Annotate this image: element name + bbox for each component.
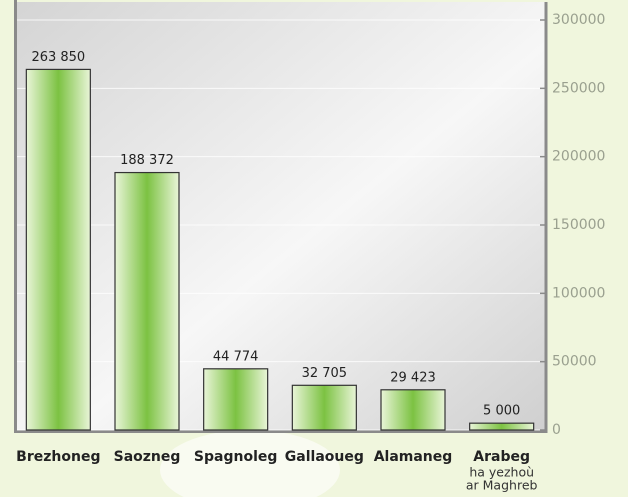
plot-area [14,2,547,432]
x-tick-label: Gallaoueg [285,449,364,465]
y-tick-label: 150000 [552,217,605,233]
bar [25,68,91,431]
x-tick-label: Alamaneg [374,449,453,465]
bar [203,368,269,431]
value-label: 5 000 [483,404,520,419]
x-tick-label: Saozneg [114,449,181,465]
background-shape [160,430,340,497]
y-tick-label: 50000 [552,354,597,370]
plot-border [14,0,548,433]
bar [291,384,357,431]
x-tick-label: Arabeg [473,449,530,465]
category-note: ar Maghreb [466,478,538,493]
value-label: 44 774 [213,349,259,364]
value-label: 32 705 [302,366,348,381]
y-tick-label: 100000 [552,285,605,301]
bar [114,171,180,431]
value-label: 263 850 [31,50,85,65]
category-note: ha yezhoù [469,465,534,480]
x-tick-label: Spagnoleg [194,449,277,465]
value-label: 29 423 [390,370,436,385]
bar [469,422,535,431]
y-tick-label: 0 [552,422,561,438]
x-tick-label: Brezhoneg [16,449,100,465]
value-label: 188 372 [120,153,174,168]
y-tick-label: 300000 [552,12,605,28]
bar [380,389,446,431]
y-tick-label: 250000 [552,80,605,96]
y-tick-label: 200000 [552,149,605,165]
